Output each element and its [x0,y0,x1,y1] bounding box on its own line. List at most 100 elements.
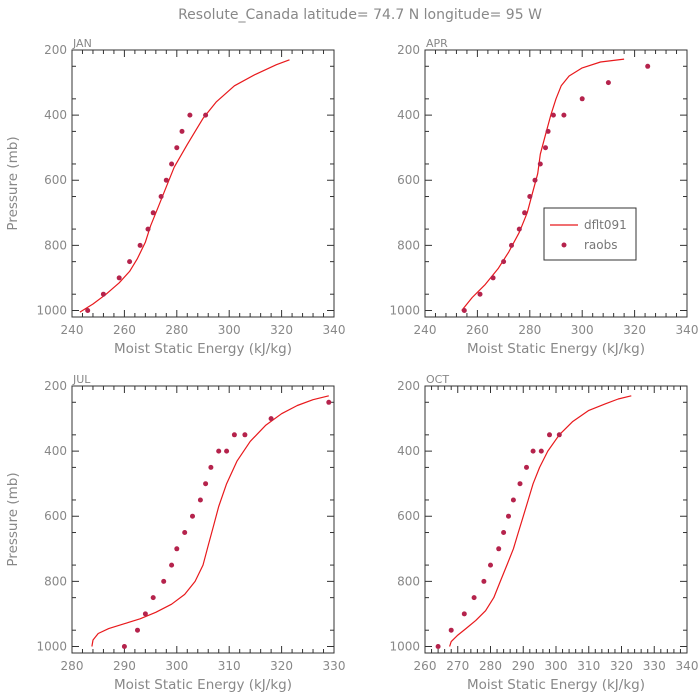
data-point-raobs [197,497,203,503]
data-point-raobs [163,177,169,183]
legend-marker-swatch [561,242,567,248]
x-tick-label: 260 [466,323,489,337]
x-tick-label: 310 [577,659,600,673]
y-tick-label: 1000 [36,303,67,317]
panel-jul: JUL 280 290 300 310 320 330 200 400 600 800 1000 Moi… [5,373,345,693]
legend-box [543,207,637,261]
data-point-raobs [208,464,214,470]
panels: JAN 240 260 280 300 320 340 200 400 600 800 1000 Moi… [5,37,698,693]
x-tick-label: 320 [270,659,293,673]
figure-title: Resolute_Canada latitude= 74.7 N longitu… [178,7,542,23]
x-tick-label: 260 [113,323,136,337]
x-tick-label: 310 [218,659,241,673]
data-point-raobs [645,63,651,69]
x-tick-label: 300 [545,659,568,673]
plot-frame [71,49,335,318]
panel-jan: JAN 240 260 280 300 320 340 200 400 600 800 1000 Moi… [5,37,345,357]
x-axis-label: Moist Static Energy (kJ/kg) [467,341,645,357]
plot-frame [71,385,335,654]
y-tick-label: 400 [44,108,67,122]
data-point-raobs [231,432,237,438]
data-point-raobs [488,562,493,568]
data-point-raobs [326,399,332,405]
data-point-raobs [85,308,91,313]
data-point-raobs [174,145,180,151]
data-point-raobs [524,464,529,470]
x-tick-label: 280 [61,659,84,673]
y-tick-label: 1000 [389,639,420,653]
data-point-raobs [471,595,477,601]
y-tick-label: 600 [44,509,67,523]
panel-label: OCT [426,373,449,386]
data-point-raobs [506,513,511,519]
data-point-raobs [268,416,274,422]
data-point-raobs [561,112,567,118]
x-tick-label: 330 [323,659,346,673]
data-point-raobs [490,275,496,281]
data-point-raobs [461,308,467,313]
data-point-raobs [179,128,185,134]
data-point-raobs [121,644,127,649]
y-tick-label: 800 [44,238,67,252]
data-point-raobs [135,627,140,633]
y-tick-label: 800 [397,238,420,252]
data-point-raobs [242,432,248,438]
data-point-raobs [543,145,548,151]
x-axis-label: Moist Static Energy (kJ/kg) [114,677,292,693]
y-tick-label: 1000 [36,639,67,653]
data-point-raobs [182,530,188,535]
data-point-raobs [116,275,122,281]
data-point-raobs [527,194,533,199]
data-point-raobs [448,627,454,633]
data-point-raobs [150,210,156,216]
data-point-raobs [517,481,523,487]
data-point-raobs [161,578,167,584]
y-tick-label: 1000 [389,303,420,317]
data-point-raobs [203,112,209,118]
data-point-raobs [537,161,543,167]
data-point-raobs [501,259,507,265]
panel-label: JUL [72,373,91,386]
legend: dflt091 raobs [543,207,637,261]
data-point-raobs [556,432,562,438]
data-point-raobs [461,611,467,617]
data-point-raobs [579,96,585,102]
series-line-dflt091 [91,395,329,647]
data-point-raobs [435,644,441,649]
x-tick-label: 280 [518,323,541,337]
data-point-raobs [137,242,143,248]
y-tick-label: 800 [397,574,420,588]
data-point-raobs [509,242,514,248]
x-tick-label: 280 [165,323,188,337]
legend-label-obs: raobs [584,238,618,252]
x-tick-label: 320 [610,659,633,673]
y-tick-label: 400 [397,444,420,458]
y-tick-label: 200 [397,43,420,57]
data-point-raobs [545,128,551,134]
y-tick-label: 800 [44,574,67,588]
x-tick-label: 290 [113,659,136,673]
x-tick-label: 320 [623,323,646,337]
series-line-dflt091 [79,59,290,313]
data-point-raobs [496,546,502,552]
x-tick-label: 260 [414,659,437,673]
data-point-raobs [169,562,175,568]
plot-frame [424,49,688,318]
data-point-raobs [127,259,133,265]
data-point-raobs [547,432,552,438]
data-point-raobs [477,291,483,297]
data-point-raobs [203,481,209,487]
series-line-dflt091 [449,395,632,647]
panel-label: APR [426,37,448,50]
data-point-raobs [158,194,164,199]
data-point-raobs [532,177,538,183]
data-point-raobs [550,112,556,118]
data-point-raobs [501,530,507,535]
x-tick-label: 330 [643,659,666,673]
legend-label-model: dflt091 [584,218,627,232]
x-tick-label: 290 [512,659,535,673]
panel-oct: OCT 260 270 280 290 300 310 320 330 340 200 400 600 8… [389,373,698,693]
data-point-raobs [522,210,528,216]
x-tick-label: 300 [218,323,241,337]
